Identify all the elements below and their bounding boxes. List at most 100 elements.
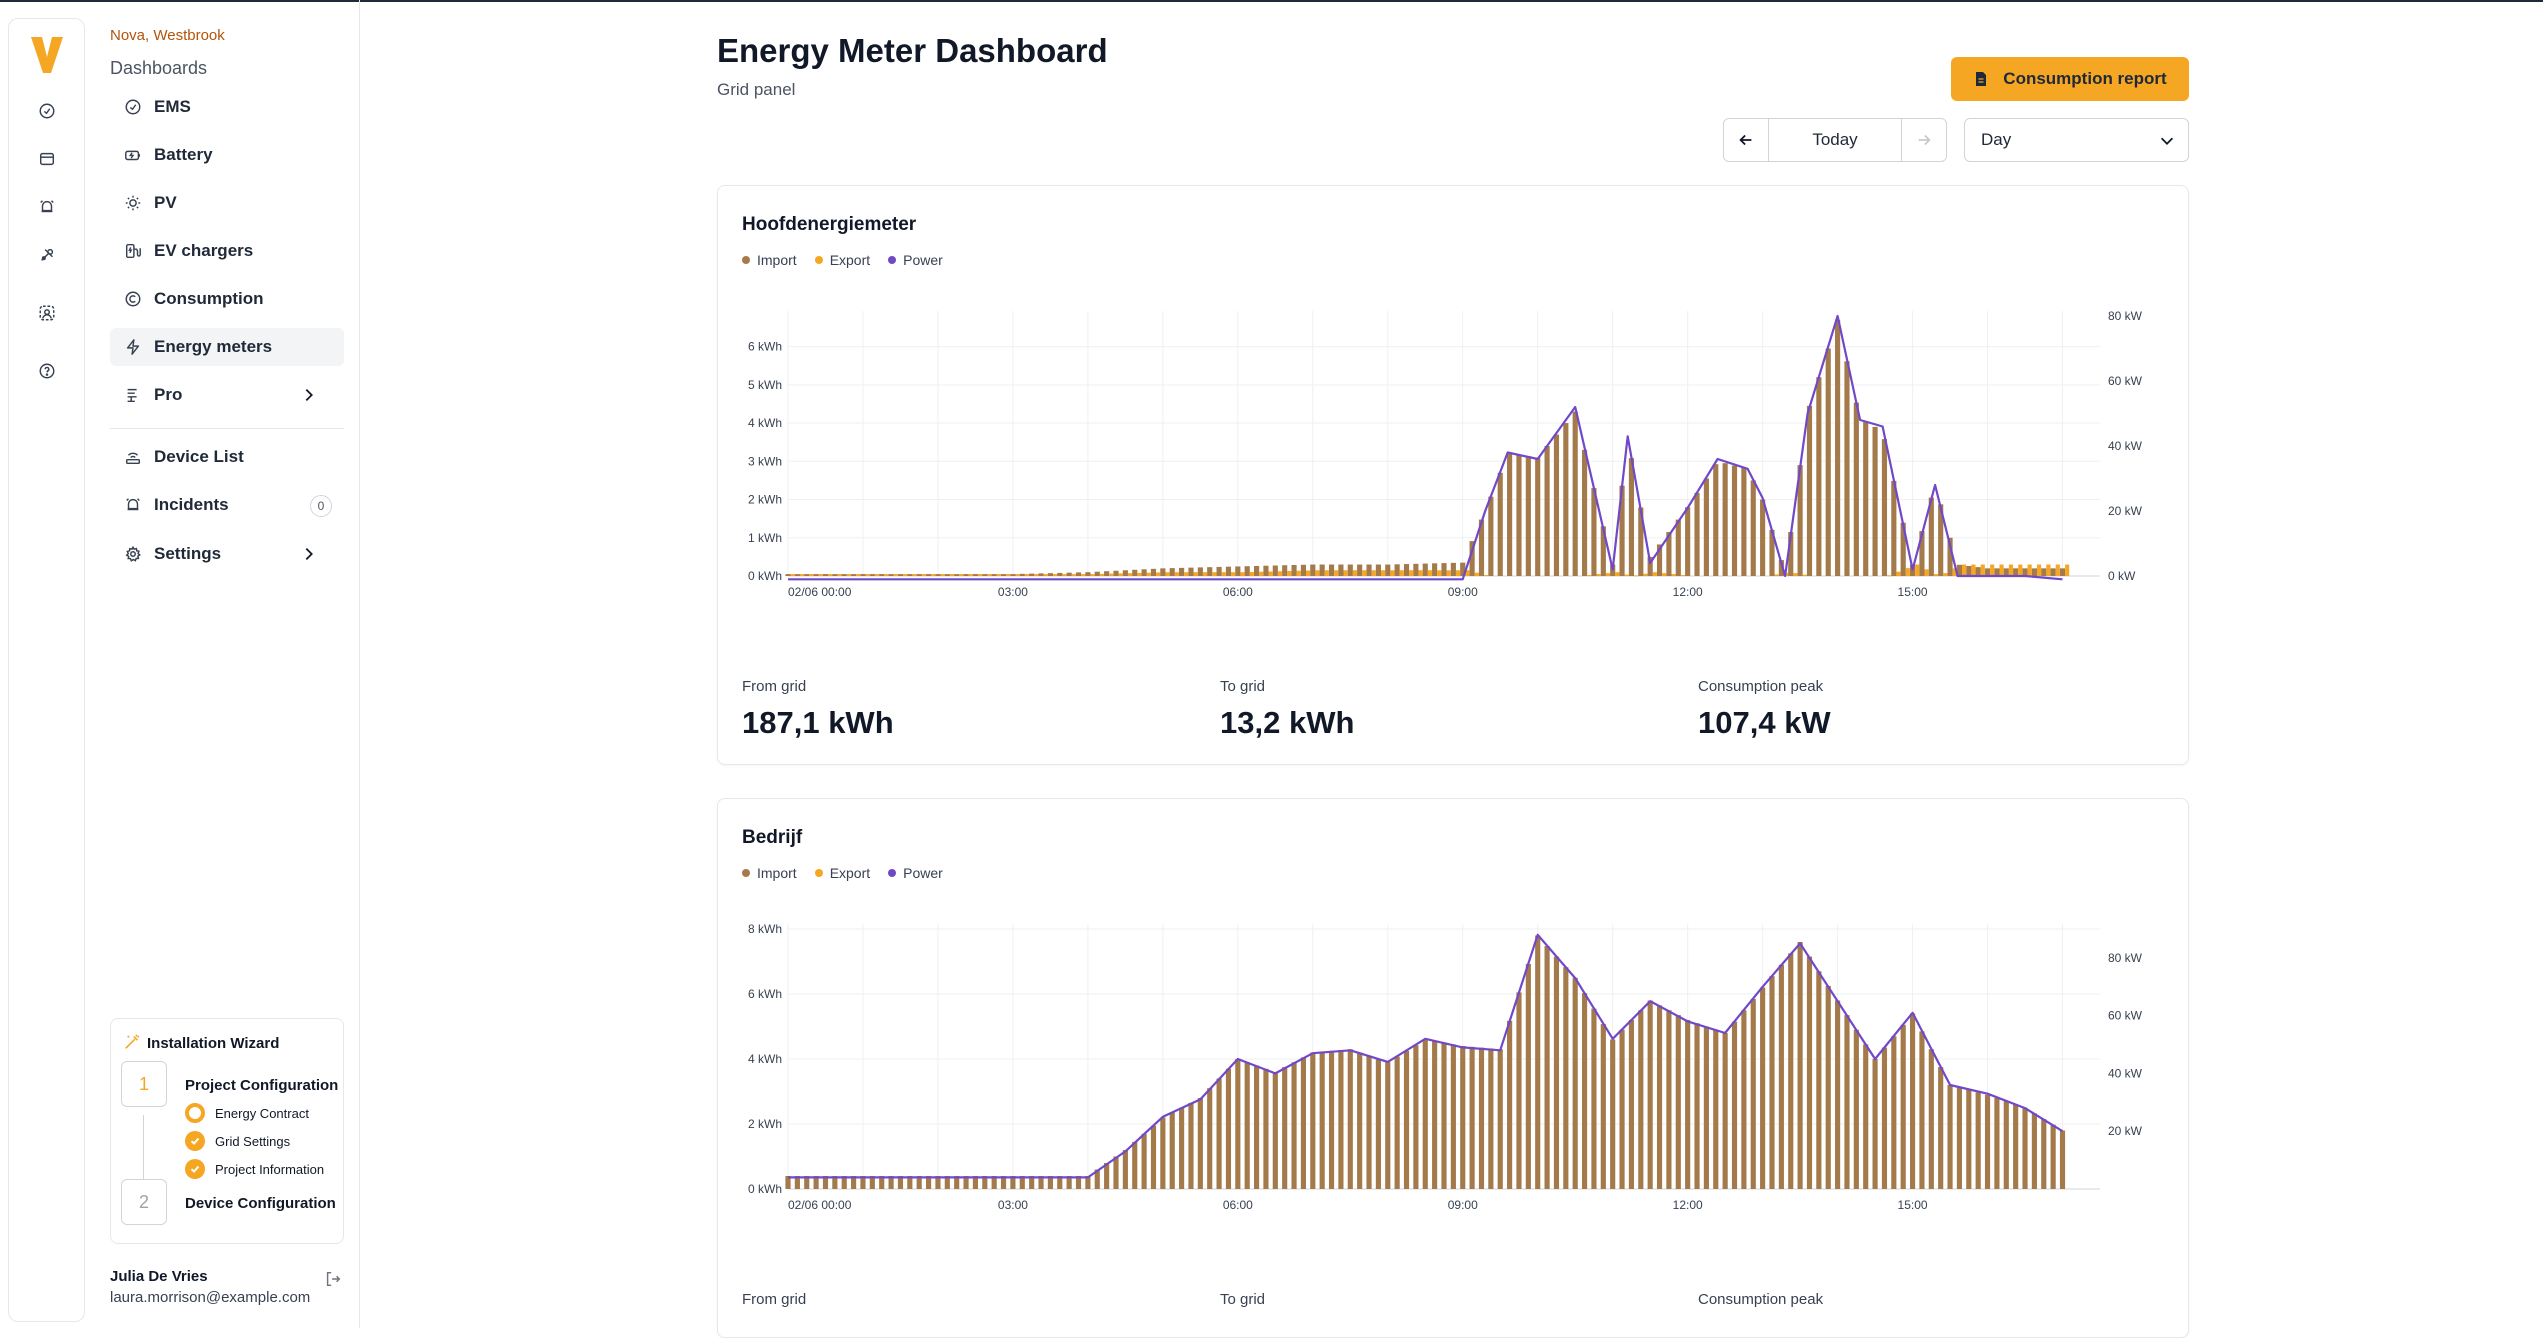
previous-day-button[interactable] xyxy=(1724,119,1768,161)
export-bar xyxy=(1118,573,1123,576)
rail-tools-icon[interactable] xyxy=(35,243,59,267)
import-bar xyxy=(1019,1176,1025,1189)
export-bar xyxy=(1624,574,1629,576)
y-left-tick-label: 6 kWh xyxy=(748,340,782,354)
import-bar xyxy=(1272,565,1278,576)
import-bar xyxy=(1581,993,1588,1189)
import-bar xyxy=(794,1176,800,1189)
next-day-button[interactable] xyxy=(1902,119,1946,161)
export-bar xyxy=(1221,572,1226,576)
sidebar-item-settings[interactable]: Settings xyxy=(110,535,344,573)
import-bar xyxy=(879,574,885,576)
rail-folder-icon[interactable] xyxy=(35,147,59,171)
period-select[interactable]: Day xyxy=(1964,118,2189,162)
import-bar xyxy=(1975,1092,1981,1189)
export-bar xyxy=(1202,572,1208,576)
export-bar xyxy=(856,574,861,576)
app-logo[interactable] xyxy=(29,33,65,79)
export-bar xyxy=(1034,574,1039,576)
import-bar xyxy=(2059,568,2066,576)
sidebar-item-device-list[interactable]: Device List xyxy=(110,438,344,476)
sidebar-item-consumption[interactable]: Consumption xyxy=(110,280,344,318)
sidebar-item-incidents[interactable]: Incidents 0 xyxy=(110,486,344,524)
wizard-sub-project-information[interactable]: Project Information xyxy=(185,1159,324,1179)
org-name[interactable]: Nova, Westbrook xyxy=(110,27,225,44)
export-bar xyxy=(931,574,936,576)
y-left-tick-label: 4 kWh xyxy=(748,416,782,430)
import-bar xyxy=(2013,1104,2019,1189)
sidebar-item-label: PV xyxy=(154,193,177,212)
chevron-down-icon xyxy=(2160,137,2174,145)
legend-item-export[interactable]: Export xyxy=(814,252,870,268)
sidebar-item-ems[interactable]: EMS xyxy=(110,88,344,126)
wizard-sub-grid-settings[interactable]: Grid Settings xyxy=(185,1131,290,1151)
export-bar xyxy=(1165,572,1170,576)
logout-icon[interactable] xyxy=(324,1270,342,1288)
export-bar xyxy=(1455,570,1461,576)
legend-item-import[interactable]: Import xyxy=(742,865,797,881)
sidebar-item-energy-meters[interactable]: Energy meters xyxy=(110,328,344,366)
import-bar xyxy=(1722,463,1728,576)
import-bar xyxy=(1441,563,1447,576)
import-bar xyxy=(1253,1065,1260,1189)
legend-item-power[interactable]: Power xyxy=(888,865,943,881)
import-bar xyxy=(1291,565,1297,576)
import-bar xyxy=(1469,1046,1475,1189)
y-right-tick-label: 0 kW xyxy=(2108,569,2136,583)
wizard-sub-energy-contract[interactable]: Energy Contract xyxy=(185,1103,309,1123)
consumption-report-button[interactable]: Consumption report xyxy=(1951,57,2189,101)
legend-item-import[interactable]: Import xyxy=(742,252,797,268)
sidebar-item-pro[interactable]: Pro xyxy=(110,376,344,414)
import-bar xyxy=(1216,566,1222,576)
y-left-tick-label: 0 kWh xyxy=(748,1182,782,1196)
import-bar xyxy=(822,574,829,576)
import-bar xyxy=(1188,567,1194,576)
x-tick-label: 09:00 xyxy=(1448,1198,1478,1212)
stat-from-grid: From grid xyxy=(742,1291,806,1318)
export-bar xyxy=(1268,571,1273,576)
y-left-tick-label: 6 kWh xyxy=(748,987,782,1001)
export-bar xyxy=(790,574,795,576)
import-bar xyxy=(1919,531,1925,576)
legend-item-power[interactable]: Power xyxy=(888,252,943,268)
rail-dashboard-icon[interactable] xyxy=(35,99,59,123)
import-bar xyxy=(1122,1150,1128,1189)
installation-wizard[interactable]: Installation Wizard 1 Project Configurat… xyxy=(110,1018,344,1244)
sidebar-item-label: Device List xyxy=(154,447,244,466)
import-bar xyxy=(1197,567,1203,576)
import-bar xyxy=(1375,564,1381,576)
export-bar xyxy=(1127,573,1133,576)
legend-label: Import xyxy=(757,865,797,881)
chevron-right-icon xyxy=(305,547,313,561)
date-navigator: Today xyxy=(1723,118,1947,162)
import-bar xyxy=(832,1176,838,1189)
legend-item-export[interactable]: Export xyxy=(814,865,870,881)
energy-chart-hoofdenergiemeter[interactable]: 0 kWh 1 kWh 2 kWh 3 kWh 4 kWh 5 kWh 6 kWh 0 kW 2… xyxy=(718,296,2190,676)
stat-to-grid: To grid 13,2 kWh xyxy=(1220,678,1354,741)
wizard-step-1-title[interactable]: Project Configuration xyxy=(185,1077,339,1094)
wizard-step-2-title[interactable]: Device Configuration xyxy=(185,1195,336,1212)
wizard-sub-label: Energy Contract xyxy=(215,1105,309,1121)
import-bar xyxy=(1000,574,1007,576)
sidebar-item-pv[interactable]: PV xyxy=(110,184,344,222)
rail-help-icon[interactable] xyxy=(35,359,59,383)
rail-team-icon[interactable] xyxy=(35,301,59,325)
rail-alarm-icon[interactable] xyxy=(35,195,59,219)
import-bar xyxy=(869,574,875,576)
import-bar xyxy=(1816,971,1822,1189)
sidebar-item-ev-chargers[interactable]: EV chargers xyxy=(110,232,344,270)
export-bar xyxy=(1043,574,1048,576)
export-bar xyxy=(1099,573,1104,576)
import-bar xyxy=(1366,1055,1372,1189)
energy-chart-bedrijf[interactable]: 0 kWh 2 kWh 4 kWh 6 kWh 8 kWh 20 kW 40 kW 60 kW… xyxy=(718,909,2190,1289)
y-left-tick-label: 4 kWh xyxy=(748,1052,782,1066)
export-bar xyxy=(1156,572,1161,576)
export-bar xyxy=(1090,574,1095,576)
section-title-dashboards: Dashboards xyxy=(110,58,208,78)
y-right-tick-label: 80 kW xyxy=(2108,951,2143,965)
y-right-tick-label: 40 kW xyxy=(2108,439,2143,453)
date-label[interactable]: Today xyxy=(1768,119,1902,161)
import-bar xyxy=(1263,1068,1269,1189)
sidebar-item-battery[interactable]: Battery xyxy=(110,136,344,174)
export-bar xyxy=(1109,573,1114,576)
